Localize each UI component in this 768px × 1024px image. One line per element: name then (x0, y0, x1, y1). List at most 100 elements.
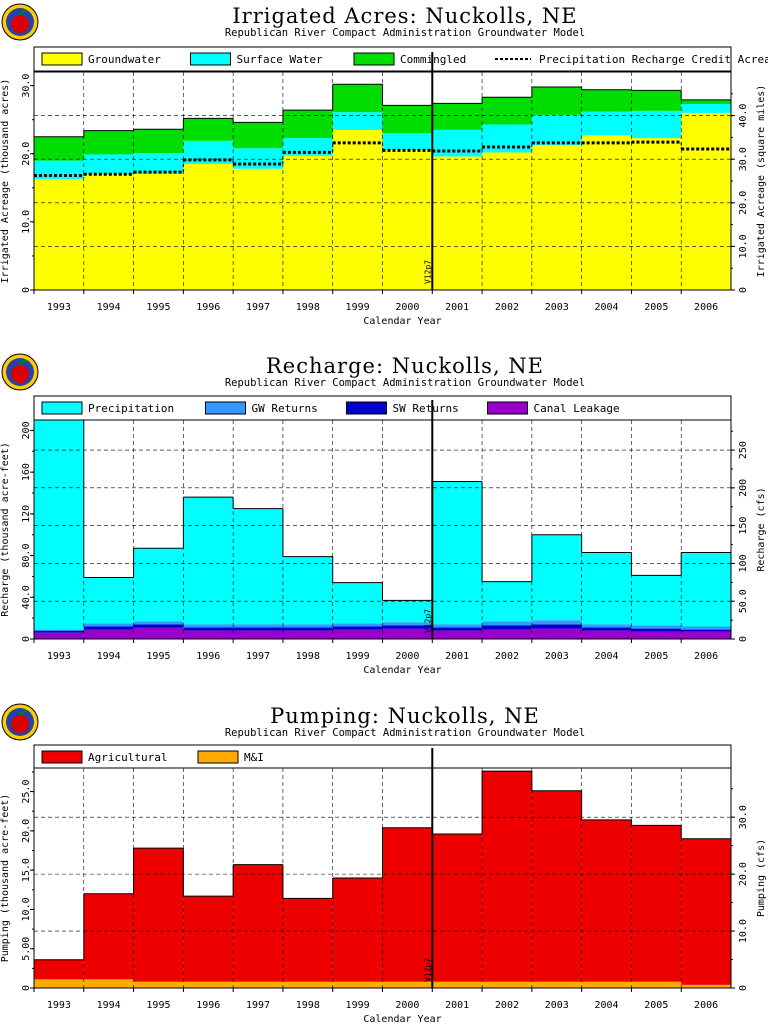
y-tick-label: 120 (21, 505, 32, 523)
x-axis-label: Calendar Year (363, 1014, 441, 1024)
y-tick-label: 20.0 (21, 142, 32, 166)
bar-groundwater (631, 138, 682, 290)
bar-agricultural (432, 834, 483, 982)
y-tick-label: 0 (21, 636, 32, 642)
y-axis-label: Pumping (thousand acre-feet) (0, 794, 11, 963)
bar-gw-returns (183, 624, 234, 628)
y-tick-label: 30.0 (21, 74, 32, 98)
bar-m-i (83, 979, 134, 988)
x-tick-label: 2004 (594, 1000, 618, 1011)
bar-agricultural (581, 819, 632, 982)
model-version-label: V12p7 (423, 958, 432, 982)
x-tick-label: 1997 (246, 1000, 270, 1011)
bar-sw-returns (382, 625, 433, 629)
bar-precipitation (581, 552, 632, 625)
bar-surface-water (332, 112, 383, 130)
bar-groundwater (681, 112, 731, 290)
x-tick-label: 1994 (97, 651, 121, 662)
bar-gw-returns (34, 629, 84, 631)
bar-groundwater (531, 144, 582, 290)
bar-agricultural (282, 898, 333, 982)
apple-logo-icon (1, 3, 39, 41)
bar-sw-returns (233, 627, 283, 631)
bar-groundwater (581, 135, 632, 290)
x-tick-label: 2001 (445, 302, 469, 313)
bar-m-i (34, 979, 84, 988)
x-tick-label: 2000 (395, 651, 419, 662)
x-tick-label: 1993 (47, 1000, 71, 1011)
legend-swatch (41, 401, 83, 415)
bar-gw-returns (83, 623, 134, 627)
x-tick-label: 2001 (445, 1000, 469, 1011)
legend-label: Precipitation (88, 402, 174, 415)
bar-precipitation (183, 497, 234, 625)
x-tick-label: 1998 (296, 651, 320, 662)
legend-swatch (487, 401, 528, 415)
chart-title: Pumping: Nuckolls, NE (270, 704, 540, 728)
bar-canal-leakage (183, 630, 234, 639)
legend-swatch (190, 52, 231, 66)
legend-label: SW Returns (393, 402, 459, 415)
bar-sw-returns (482, 625, 532, 630)
x-tick-label: 2002 (495, 651, 519, 662)
x-tick-label: 2006 (694, 1000, 718, 1011)
apple-logo-icon (1, 703, 39, 741)
bar-commingled (332, 84, 383, 113)
bar-precipitation (133, 548, 184, 622)
bar-precipitation (631, 575, 682, 626)
apple-logo-icon (1, 353, 39, 391)
x-tick-label: 2000 (395, 1000, 419, 1011)
x-tick-label: 2002 (495, 302, 519, 313)
y-axis-label: Irrigated Acreage (thousand acres) (0, 79, 11, 284)
bar-precipitation (34, 420, 84, 630)
bar-surface-water (183, 140, 234, 164)
bar-surface-water (382, 133, 433, 150)
model-version-label: V12p7 (423, 260, 432, 284)
bar-precipitation (432, 481, 483, 625)
bar-commingled (133, 129, 184, 154)
bar-canal-leakage (631, 631, 682, 639)
bar-surface-water (681, 104, 731, 113)
x-tick-label: 1996 (196, 1000, 220, 1011)
x-tick-label: 2005 (644, 302, 668, 313)
x-tick-label: 2003 (545, 651, 569, 662)
y-tick-label: 10.0 (21, 210, 32, 234)
legend-label: Agricultural (88, 751, 167, 764)
y2-tick-label: 0 (738, 985, 749, 991)
x-axis-label: Calendar Year (363, 665, 441, 676)
bar-gw-returns (133, 621, 184, 625)
bar-groundwater (382, 149, 433, 290)
bar-sw-returns (432, 627, 483, 631)
y2-tick-label: 10.0 (738, 919, 749, 943)
x-tick-label: 2001 (445, 651, 469, 662)
bar-commingled (631, 90, 682, 111)
chart-subtitle: Republican River Compact Administration … (225, 27, 585, 39)
bar-sw-returns (282, 627, 333, 631)
x-tick-label: 2006 (694, 302, 718, 313)
bar-canal-leakage (681, 631, 731, 639)
x-tick-label: 2004 (594, 651, 618, 662)
bar-gw-returns (432, 624, 483, 628)
x-axis-label: Calendar Year (363, 316, 441, 327)
legend-swatch (346, 401, 387, 415)
bar-precipitation (233, 508, 283, 625)
chart-title: Recharge: Nuckolls, NE (266, 354, 544, 378)
legend-swatch (41, 750, 83, 764)
bar-agricultural (83, 893, 134, 980)
x-tick-label: 2005 (644, 1000, 668, 1011)
x-tick-label: 1998 (296, 302, 320, 313)
bar-m-i (531, 981, 582, 988)
bar-groundwater (432, 156, 483, 290)
y2-axis-label: Pumping (cfs) (756, 839, 767, 917)
y-tick-label: 15.0 (21, 858, 32, 882)
legend-swatch (353, 52, 395, 66)
x-tick-label: 1993 (47, 651, 71, 662)
legend-label: Groundwater (88, 53, 161, 66)
y2-tick-label: 0 (738, 636, 749, 642)
x-tick-label: 2006 (694, 651, 718, 662)
x-tick-label: 2002 (495, 1000, 519, 1011)
legend-swatch (197, 750, 239, 764)
bar-gw-returns (282, 624, 333, 628)
